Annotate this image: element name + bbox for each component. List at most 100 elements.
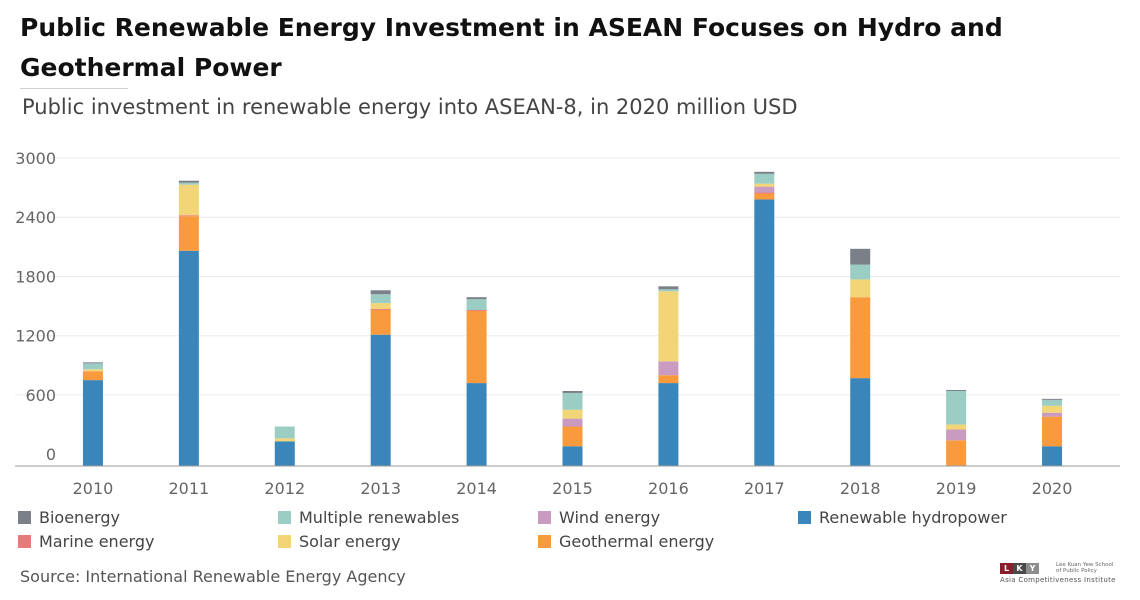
legend-label: Bioenergy: [39, 508, 120, 527]
bar-segment: [178, 180, 199, 183]
bar-segment: [658, 383, 679, 466]
bar-segment: [274, 441, 295, 466]
bar-segment: [658, 291, 679, 362]
bar-segment: [850, 248, 871, 265]
legend-item: Multiple renewables: [278, 508, 459, 527]
bar-segment: [754, 173, 775, 184]
bar-segment: [562, 390, 583, 393]
x-tick-label: 2017: [744, 479, 785, 498]
bar-segment: [946, 440, 967, 466]
logo-institute-name: Asia Competitiveness Institute: [1000, 576, 1116, 584]
bar-segment: [946, 424, 967, 430]
gridlines: [15, 157, 1120, 396]
bar-segment: [178, 250, 199, 466]
logo-school-name: Lee Kuan Yew School of Public Policy: [1056, 562, 1114, 574]
y-tick-label: 2400: [15, 208, 56, 227]
y-tick-label: 0: [46, 445, 56, 464]
bar-segment: [82, 380, 103, 466]
bar-segment: [754, 193, 775, 200]
bar-segment: [274, 426, 295, 439]
legend-label: Marine energy: [39, 532, 155, 551]
bar-segment: [82, 362, 103, 364]
bar-segment: [178, 182, 199, 185]
bar-segment: [754, 192, 775, 194]
x-tick-label: 2018: [840, 479, 881, 498]
legend-swatch: [538, 511, 551, 524]
bar-segment: [466, 299, 487, 311]
bar-segment: [658, 361, 679, 376]
bar-segment: [850, 264, 871, 280]
legend-item: Renewable hydropower: [798, 508, 1007, 527]
logo-letter-l: L: [1000, 563, 1013, 574]
lky-logo: L K Y Lee Kuan Yew School of Public Poli…: [1000, 562, 1120, 584]
legend-swatch: [278, 511, 291, 524]
bar-segment: [370, 290, 391, 295]
x-tick-label: 2012: [264, 479, 305, 498]
bar-segment: [754, 186, 775, 193]
legend-item: Geothermal energy: [538, 532, 714, 551]
bar-segment: [562, 392, 583, 410]
bar-segment: [1042, 399, 1063, 406]
legend-swatch: [798, 511, 811, 524]
bar-segment: [370, 303, 391, 310]
bar-segment: [658, 286, 679, 290]
legend-swatch: [538, 535, 551, 548]
legend-swatch: [18, 511, 31, 524]
bar-segment: [1042, 446, 1063, 466]
bar-segment: [562, 409, 583, 419]
bar-segment: [274, 438, 295, 442]
legend-item: Wind energy: [538, 508, 660, 527]
logo-letter-k: K: [1013, 563, 1026, 574]
legend-label: Solar energy: [299, 532, 401, 551]
bar-segment: [754, 199, 775, 466]
bar-segment: [946, 390, 967, 425]
legend-item: Bioenergy: [18, 508, 120, 527]
chart-title: Public Renewable Energy Investment in AS…: [20, 13, 1003, 82]
bar-segment: [754, 183, 775, 187]
bar-segment: [82, 369, 103, 372]
bar-segment: [82, 371, 103, 381]
bar-segment: [1042, 416, 1063, 447]
x-tick-label: 2020: [1032, 479, 1073, 498]
bar-segment: [562, 446, 583, 466]
y-tick-label: 3000: [15, 149, 56, 168]
bar-segment: [370, 310, 391, 335]
bar-segment: [466, 297, 487, 300]
bar-segment: [82, 363, 103, 370]
legend-item: Solar energy: [278, 532, 401, 551]
y-tick-label: 1200: [15, 327, 56, 346]
source-note: Source: International Renewable Energy A…: [20, 567, 406, 586]
y-tick-label: 1800: [15, 267, 56, 286]
bar-segment: [754, 171, 775, 174]
x-tick-label: 2013: [360, 479, 401, 498]
legend-swatch: [278, 535, 291, 548]
y-axis-ticks: 0 600 1200 1800 2400 3000: [15, 149, 56, 464]
bars: [82, 171, 1063, 466]
bar-segment: [946, 429, 967, 441]
bar-segment: [370, 294, 391, 304]
x-tick-label: 2014: [456, 479, 497, 498]
stacked-bar-chart: 0 600 1200 1800 2400 3000 2010 2011 2012 2013 201…: [15, 149, 1120, 498]
legend: Bioenergy Multiple renewables Wind energy R…: [18, 508, 1118, 558]
bar-segment: [178, 215, 199, 217]
x-tick-label: 2015: [552, 479, 593, 498]
title-underline: [20, 88, 128, 89]
x-tick-label: 2011: [169, 479, 210, 498]
bar-segment: [466, 311, 487, 384]
chart-subtitle: Public investment in renewable energy in…: [22, 95, 798, 119]
bar-segment: [466, 383, 487, 466]
legend-label: Renewable hydropower: [819, 508, 1007, 527]
x-tick-label: 2019: [936, 479, 977, 498]
bar-segment: [946, 389, 967, 391]
logo-mark: L K Y: [1000, 563, 1039, 574]
bar-segment: [562, 426, 583, 447]
bar-segment: [370, 334, 391, 466]
x-tick-label: 2016: [648, 479, 689, 498]
bar-segment: [1042, 398, 1063, 400]
bar-segment: [850, 279, 871, 298]
y-tick-label: 600: [25, 386, 56, 405]
bar-segment: [370, 309, 391, 311]
x-tick-label: 2010: [73, 479, 114, 498]
bar-segment: [658, 289, 679, 292]
bar-segment: [658, 375, 679, 384]
